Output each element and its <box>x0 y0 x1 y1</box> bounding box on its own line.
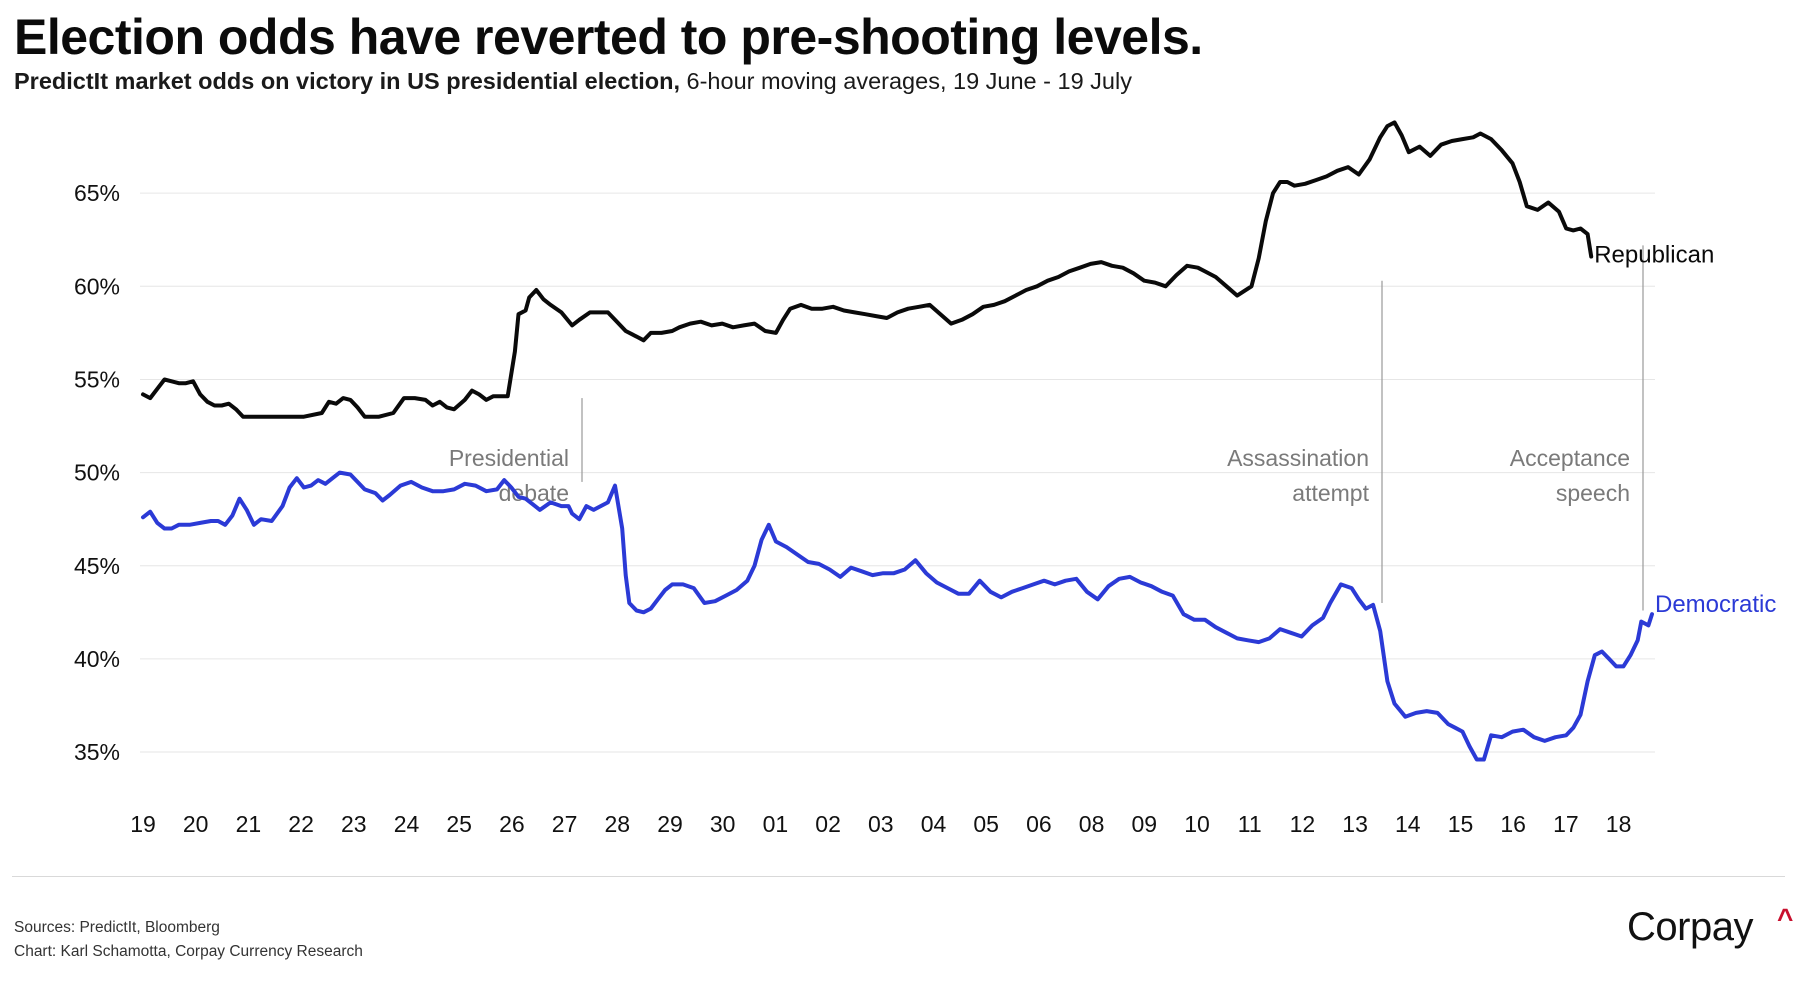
y-tick-label: 55% <box>74 366 120 392</box>
x-tick-label: 16 <box>1500 811 1526 837</box>
x-tick-label: 12 <box>1290 811 1316 837</box>
logo-caret-icon: ^ <box>1777 903 1793 934</box>
series-label-republican: Republican <box>1594 241 1714 268</box>
y-tick-label: 60% <box>74 273 120 299</box>
series-labels: Republican Democratic <box>1594 241 1776 618</box>
x-tick-label: 06 <box>1026 811 1052 837</box>
y-axis-labels: 35% 40% 45% 50% 55% 60% 65% <box>74 180 120 765</box>
x-tick-label: 29 <box>657 811 683 837</box>
x-tick-label: 01 <box>763 811 789 837</box>
y-tick-label: 65% <box>74 180 120 206</box>
x-axis-labels: 19 20 21 22 23 24 25 26 27 28 29 30 01 02 03 04 05 06 08 09… <box>130 811 1631 837</box>
y-tick-label: 50% <box>74 460 120 486</box>
gridlines <box>140 192 1655 753</box>
x-tick-label: 02 <box>815 811 841 837</box>
annotation-label: Assassination <box>1227 445 1369 471</box>
x-tick-label: 20 <box>183 811 209 837</box>
line-chart: 35% 40% 45% 50% 55% 60% 65% 19 20 21 22 23 24 25 26 27… <box>74 120 1776 837</box>
x-tick-label: 30 <box>710 811 736 837</box>
x-tick-label: 26 <box>499 811 525 837</box>
x-tick-label: 27 <box>552 811 578 837</box>
subtitle-lead: PredictIt market odds on victory in US p… <box>14 68 680 94</box>
y-tick-label: 35% <box>74 739 120 765</box>
event-annotations: PresidentialdebateAssassinationattemptAc… <box>449 245 1644 611</box>
y-tick-label: 40% <box>74 646 120 672</box>
series-line-republican <box>141 120 1594 419</box>
corpay-logo: Corpay ^ <box>1627 903 1793 950</box>
x-tick-label: 17 <box>1553 811 1579 837</box>
credit-text: Chart: Karl Schamotta, Corpay Currency R… <box>14 943 363 960</box>
x-tick-label: 08 <box>1079 811 1105 837</box>
x-tick-label: 05 <box>973 811 999 837</box>
annotation-label: attempt <box>1292 480 1369 506</box>
annotation-label: Presidential <box>449 445 569 471</box>
x-tick-label: 23 <box>341 811 367 837</box>
x-tick-label: 14 <box>1395 811 1421 837</box>
series-label-democratic: Democratic <box>1655 591 1776 618</box>
x-tick-label: 24 <box>394 811 420 837</box>
x-tick-label: 03 <box>868 811 894 837</box>
annotation-label: Acceptance <box>1510 445 1630 471</box>
x-tick-label: 25 <box>446 811 472 837</box>
x-tick-label: 04 <box>921 811 947 837</box>
x-tick-label: 18 <box>1606 811 1632 837</box>
subtitle-detail: 6-hour moving averages, 19 June - 19 Jul… <box>680 68 1132 94</box>
x-tick-label: 21 <box>236 811 262 837</box>
chart-subtitle: PredictIt market odds on victory in US p… <box>14 68 1132 95</box>
x-tick-label: 10 <box>1184 811 1210 837</box>
x-tick-label: 19 <box>130 811 156 837</box>
y-tick-label: 45% <box>74 553 120 579</box>
x-tick-label: 15 <box>1448 811 1474 837</box>
sources-text: Sources: PredictIt, Bloomberg <box>14 919 220 936</box>
series-line-democratic <box>141 470 1654 762</box>
annotation-label: speech <box>1556 480 1630 506</box>
series-lines <box>141 120 1654 762</box>
x-tick-label: 09 <box>1132 811 1158 837</box>
chart-title: Election odds have reverted to pre-shoot… <box>14 9 1203 65</box>
footer-sources: Sources: PredictIt, Bloomberg Chart: Kar… <box>14 916 363 964</box>
x-tick-label: 22 <box>288 811 314 837</box>
logo-wordmark: Corpay <box>1627 905 1753 949</box>
x-tick-label: 13 <box>1342 811 1368 837</box>
x-tick-label: 11 <box>1238 811 1262 837</box>
x-tick-label: 28 <box>605 811 631 837</box>
footer-divider <box>12 876 1785 877</box>
